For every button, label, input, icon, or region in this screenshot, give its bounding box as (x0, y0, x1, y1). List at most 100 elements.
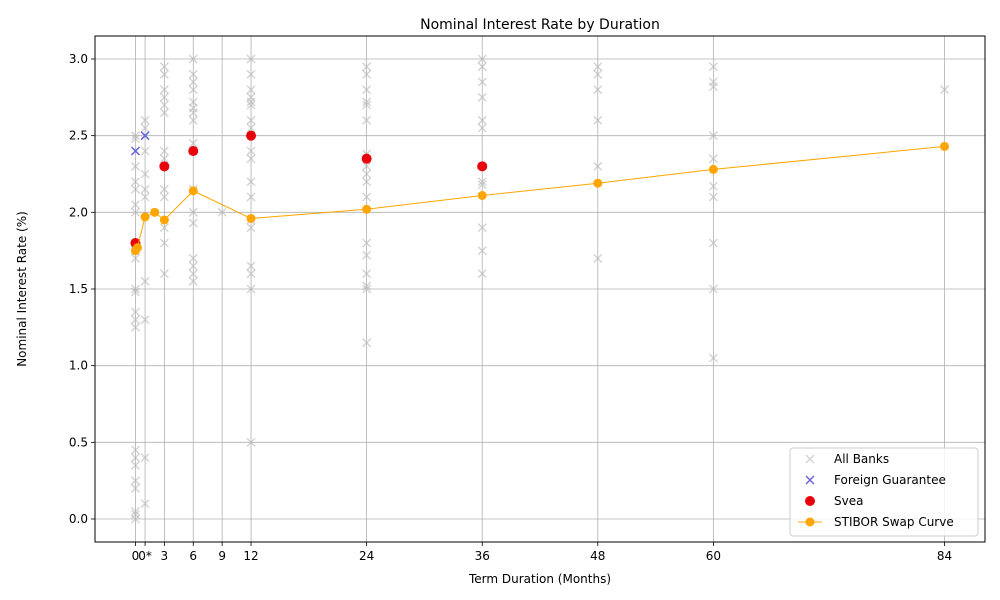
all-banks-point (217, 207, 227, 217)
all-banks-point (130, 322, 140, 332)
all-banks-point (708, 353, 718, 363)
y-tick-label: 1.5 (69, 282, 88, 296)
all-banks-point (130, 287, 140, 297)
legend-label-all-banks: All Banks (834, 452, 889, 466)
stibor-point (593, 178, 603, 188)
legend-marker-svea (805, 496, 815, 506)
legend-label-svea: Svea (834, 494, 863, 508)
all-banks-point (362, 250, 372, 260)
all-banks-point (130, 483, 140, 493)
all-banks-point (130, 207, 140, 217)
all-banks-point (130, 460, 140, 470)
all-banks-point (130, 134, 140, 144)
all-banks-point (130, 131, 140, 141)
all-banks-point (246, 261, 256, 271)
all-banks-point (159, 223, 169, 233)
legend-label-stibor: STIBOR Swap Curve (834, 515, 954, 529)
all-banks-point (140, 192, 150, 202)
all-banks-point (246, 177, 256, 187)
all-banks-point (593, 115, 603, 125)
all-banks-point (159, 62, 169, 72)
all-banks-point (477, 92, 487, 102)
all-banks-point (130, 200, 140, 210)
all-banks-point (593, 62, 603, 72)
y-tick-label: 0.0 (69, 512, 88, 526)
all-banks-point (130, 253, 140, 263)
all-banks-point (159, 154, 169, 164)
all-banks-point (188, 269, 198, 279)
stibor-point (159, 215, 169, 225)
all-banks-point (130, 315, 140, 325)
all-banks-point (477, 246, 487, 256)
all-banks-point (708, 284, 718, 294)
stibor-point (477, 190, 487, 200)
all-banks-point (140, 276, 150, 286)
all-banks-point (130, 514, 140, 524)
all-banks-point (246, 85, 256, 95)
all-banks-point (708, 131, 718, 141)
all-banks-point (708, 62, 718, 72)
all-banks-point (159, 85, 169, 95)
all-banks-point (708, 192, 718, 202)
all-banks-point (246, 100, 256, 110)
all-banks-point (188, 207, 198, 217)
y-tick-label: 0.5 (69, 435, 88, 449)
all-banks-point (362, 161, 372, 171)
x-tick-label: 60 (706, 549, 721, 563)
all-banks-point (477, 77, 487, 87)
legend-box (789, 447, 979, 537)
legend: All Banks Foreign Guarantee Svea STIBOR … (789, 447, 979, 537)
all-banks-point (362, 238, 372, 248)
all-banks-point (362, 192, 372, 202)
all-banks-point (188, 138, 198, 148)
all-banks-point (362, 100, 372, 110)
x-tick-label: 12 (243, 549, 258, 563)
legend-marker-all-banks (805, 454, 815, 464)
stibor-point (188, 186, 198, 196)
all-banks-point (130, 184, 140, 194)
all-banks-point (159, 184, 169, 194)
all-banks-point (246, 146, 256, 156)
all-banks-point (188, 108, 198, 118)
svea-point (159, 161, 170, 172)
plot-marks (130, 54, 950, 524)
all-banks-point (130, 506, 140, 516)
all-banks-point (708, 154, 718, 164)
x-tick-label: 24 (359, 549, 374, 563)
all-banks-point (246, 192, 256, 202)
all-banks-point (140, 184, 150, 194)
all-banks-point (593, 161, 603, 171)
x-tick-label: 0 (132, 549, 140, 563)
stibor-point (246, 213, 256, 223)
all-banks-point (362, 69, 372, 79)
all-banks-point (362, 338, 372, 348)
all-banks-point (477, 54, 487, 64)
all-banks-point (159, 269, 169, 279)
stibor-point (362, 204, 372, 214)
y-tick-label: 1.0 (69, 359, 88, 373)
all-banks-point (708, 82, 718, 92)
all-banks-point (477, 177, 487, 187)
all-banks-point (188, 85, 198, 95)
all-banks-point (140, 315, 150, 325)
svea-point (477, 161, 488, 172)
legend-label-foreign-guarantee: Foreign Guarantee (834, 473, 946, 487)
all-banks-point (188, 218, 198, 228)
x-tick-label: 6 (189, 549, 197, 563)
all-banks-point (246, 115, 256, 125)
y-tick-label: 2.0 (69, 205, 88, 219)
all-banks-point (130, 161, 140, 171)
all-banks-point (246, 69, 256, 79)
all-banks-point (362, 85, 372, 95)
legend-marker-foreign-guarantee (805, 475, 815, 485)
foreign-guarantee-point (140, 131, 150, 141)
foreign-guarantee-point (130, 146, 140, 156)
all-banks-point (593, 85, 603, 95)
x-tick-label: 48 (590, 549, 605, 563)
y-axis-label: Nominal Interest Rate (%) (15, 211, 29, 367)
all-banks-point (477, 62, 487, 72)
chart-title: Nominal Interest Rate by Duration (420, 17, 660, 33)
all-banks-point (140, 169, 150, 179)
all-banks-point (593, 69, 603, 79)
